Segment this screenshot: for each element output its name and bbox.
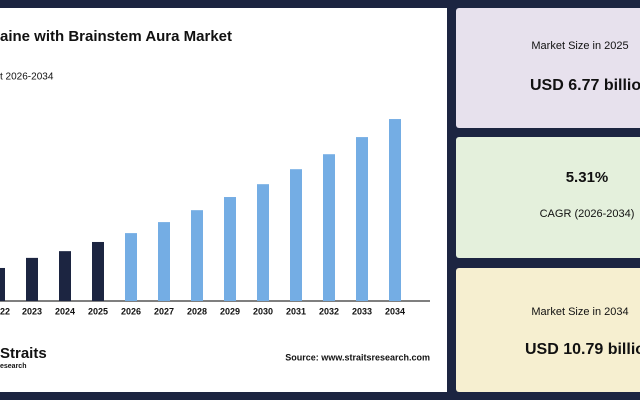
card-label: CAGR (2026-2034): [540, 208, 635, 220]
bar: [26, 257, 38, 301]
chart-title: aine with Brainstem Aura Market: [0, 28, 232, 45]
x-tick-label: 2032: [319, 306, 339, 316]
source: Source: www.straitsresearch.com: [285, 352, 430, 362]
bar: [92, 241, 104, 301]
x-tick-label: 2025: [88, 306, 108, 316]
bar: [125, 233, 137, 301]
card-value: 5.31%: [566, 169, 609, 186]
card-value: USD 10.79 billio: [525, 341, 640, 358]
x-tick-label: 2027: [154, 306, 174, 316]
x-tick-label: 2026: [121, 306, 141, 316]
bar: [389, 119, 401, 301]
bar: [257, 184, 269, 301]
x-tick-label: 2034: [385, 306, 405, 316]
card-label: Market Size in 2025: [531, 40, 628, 52]
x-tick-label: 2031: [286, 306, 306, 316]
x-tick-label: 2023: [22, 306, 42, 316]
info-card: [456, 268, 640, 392]
chart-subtitle: t 2026-2034: [0, 72, 54, 83]
bar: [290, 169, 302, 301]
bar: [158, 222, 170, 301]
x-tick-label: 2024: [55, 306, 75, 316]
bar: [323, 154, 335, 301]
x-tick-label: 2033: [352, 306, 372, 316]
logo-sub: esearch: [0, 363, 26, 370]
bar: [191, 210, 203, 301]
card-label: Market Size in 2034: [531, 306, 628, 318]
bar: [0, 267, 5, 301]
x-tick-label: 2028: [187, 306, 207, 316]
info-card: [456, 8, 640, 128]
x-tick-label: 2029: [220, 306, 240, 316]
bar: [356, 137, 368, 301]
x-tick-label: 2030: [253, 306, 273, 316]
bar: [224, 197, 236, 301]
bar: [59, 251, 71, 301]
x-tick-label: 22: [0, 306, 10, 316]
info-card: [456, 137, 640, 258]
chart-panel: [0, 8, 447, 392]
card-value: USD 6.77 billio: [530, 77, 640, 94]
logo: Straits: [0, 345, 47, 362]
